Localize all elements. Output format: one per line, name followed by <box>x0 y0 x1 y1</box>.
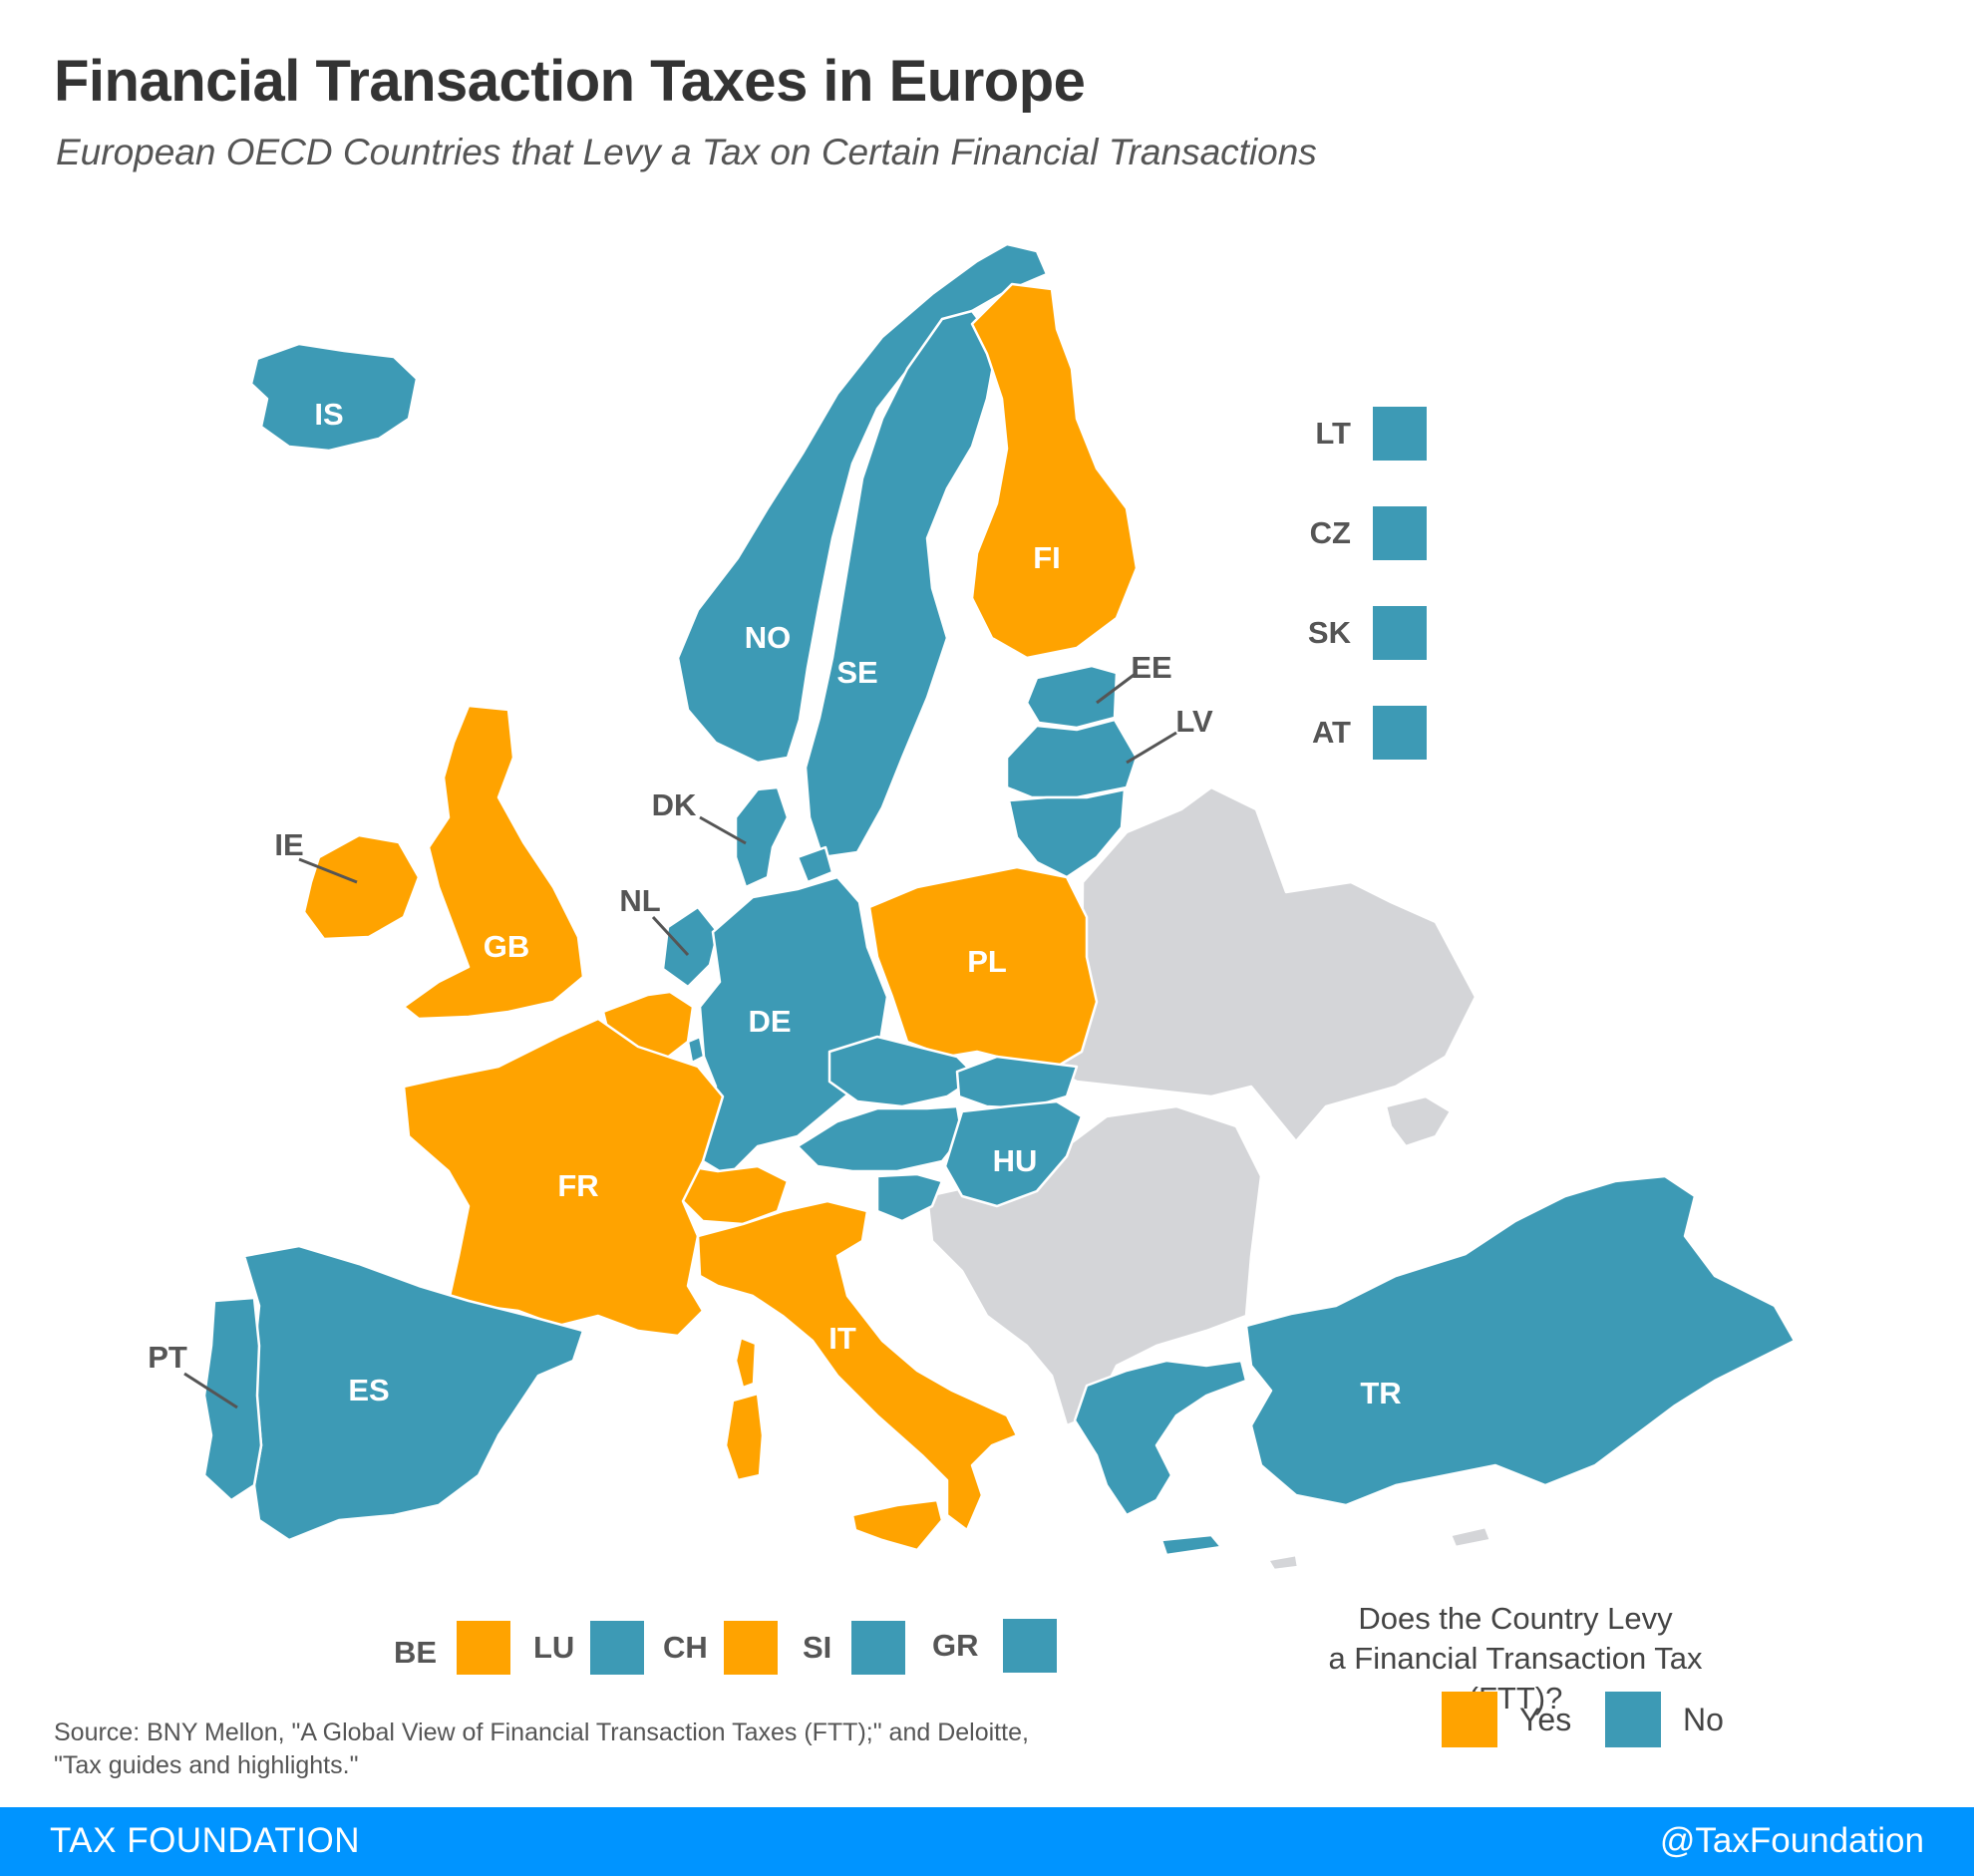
country-GR-crete <box>1159 1533 1223 1557</box>
legend-yes: Yes <box>1442 1692 1571 1747</box>
legend-no: No <box>1605 1692 1724 1747</box>
bottom-square-label: CH <box>663 1630 708 1665</box>
legend-yes-label: Yes <box>1519 1701 1572 1737</box>
country-PL <box>867 865 1099 1069</box>
side-square-swatch <box>1373 407 1427 461</box>
country-FI <box>970 282 1139 660</box>
source-note: Source: BNY Mellon, "A Global View of Fi… <box>54 1717 1151 1782</box>
bottom-square-swatch <box>1002 1619 1057 1673</box>
country-SE <box>804 309 999 859</box>
bottom-square-swatch <box>590 1621 645 1675</box>
chart-title: Financial Transaction Taxes in Europe <box>54 49 1086 114</box>
label-EE: EE <box>1131 650 1171 685</box>
label-FI: FI <box>1033 540 1061 575</box>
label-DE: DE <box>748 1004 791 1039</box>
label-SE: SE <box>836 655 877 690</box>
legend-title: Does the Country Levy a Financial Transa… <box>1296 1599 1735 1719</box>
side-square-swatch <box>1373 606 1427 660</box>
country-FR-corsica <box>734 1336 758 1390</box>
legend-no-swatch <box>1605 1692 1661 1747</box>
leader-DK <box>699 815 747 845</box>
legend-no-label: No <box>1683 1701 1724 1737</box>
bottom-square-swatch <box>851 1621 906 1675</box>
bottom-square-label: SI <box>803 1630 832 1665</box>
legend-yes-swatch <box>1442 1692 1497 1747</box>
side-square-label: AT <box>1311 715 1351 750</box>
country-IT <box>696 1199 1019 1532</box>
side-square-LT: LT <box>1301 407 1427 461</box>
country-IT-sardinia <box>724 1392 765 1482</box>
country-NL <box>661 905 720 989</box>
label-GB: GB <box>484 929 530 964</box>
source-line1: Source: BNY Mellon, "A Global View of Fi… <box>54 1719 1029 1746</box>
country-SI <box>875 1172 944 1223</box>
footer-handle[interactable]: @TaxFoundation <box>1659 1821 1924 1860</box>
label-TR: TR <box>1360 1376 1401 1410</box>
label-PL: PL <box>967 944 1007 979</box>
bottom-square-LU: LU <box>533 1621 645 1675</box>
bottom-square-label: BE <box>394 1635 438 1670</box>
label-IE: IE <box>274 827 303 862</box>
country-PT <box>202 1296 263 1502</box>
label-IS: IS <box>314 397 343 432</box>
bottom-square-label: GR <box>932 1628 979 1663</box>
country-GB <box>402 704 585 1021</box>
side-square-swatch <box>1373 506 1427 560</box>
country-CH <box>681 1164 790 1226</box>
side-square-label: LT <box>1315 416 1351 451</box>
footer-bar: TAX FOUNDATION @TaxFoundation <box>0 1807 1974 1876</box>
bottom-square-GR: GR <box>932 1619 1057 1673</box>
cyprus-island <box>1449 1525 1492 1549</box>
cyprus <box>1266 1553 1300 1572</box>
country-LV <box>1005 718 1139 799</box>
side-square-swatch <box>1373 706 1427 760</box>
side-square-label: SK <box>1307 615 1351 650</box>
label-HU: HU <box>993 1143 1038 1178</box>
country-HU <box>943 1099 1084 1208</box>
label-IT: IT <box>828 1321 856 1356</box>
country-FR <box>402 1017 725 1338</box>
country-IT-sicily <box>850 1498 944 1552</box>
country-GR <box>1073 1359 1248 1517</box>
side-square-SK: SK <box>1301 606 1427 660</box>
side-square-AT: AT <box>1301 706 1427 760</box>
leader-EE <box>1096 671 1138 705</box>
label-ES: ES <box>348 1373 389 1407</box>
country-LT <box>1007 787 1127 879</box>
chart-subtitle: European OECD Countries that Levy a Tax … <box>56 132 1317 172</box>
label-FR: FR <box>557 1168 598 1203</box>
leader-PT <box>183 1372 238 1409</box>
footer-brand[interactable]: TAX FOUNDATION <box>50 1821 360 1860</box>
bottom-square-label: LU <box>533 1630 575 1665</box>
leader-LV <box>1126 731 1177 765</box>
country-EE <box>1025 664 1119 730</box>
country-IE <box>302 833 421 941</box>
country-DE <box>696 875 889 1178</box>
label-LV: LV <box>1175 704 1213 739</box>
country-IS <box>249 342 419 453</box>
country-DK <box>734 785 834 889</box>
bottom-square-swatch <box>723 1621 778 1675</box>
side-square-label: CZ <box>1309 515 1351 550</box>
country-SK <box>955 1055 1079 1110</box>
bottom-square-BE: BE <box>394 1621 511 1675</box>
label-NL: NL <box>619 883 660 918</box>
legend-title-line1: Does the Country Levy <box>1358 1601 1673 1636</box>
side-square-CZ: CZ <box>1301 506 1427 560</box>
bottom-square-SI: SI <box>803 1621 906 1675</box>
bottom-square-swatch <box>457 1621 511 1675</box>
leader-IE <box>298 857 358 884</box>
crimea <box>1384 1094 1453 1148</box>
label-PT: PT <box>148 1340 187 1375</box>
source-line2: "Tax guides and highlights." <box>54 1751 359 1779</box>
label-DK: DK <box>652 787 697 822</box>
bottom-square-CH: CH <box>663 1621 778 1675</box>
leader-NL <box>651 915 690 957</box>
label-NO: NO <box>745 620 792 655</box>
country-TR <box>1244 1174 1797 1507</box>
